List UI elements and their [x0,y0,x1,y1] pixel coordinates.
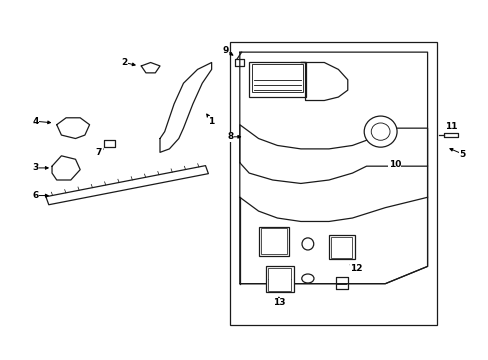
Text: 9: 9 [222,46,228,55]
Ellipse shape [370,123,389,140]
Bar [230,42,436,325]
Bar [265,266,293,292]
Bar [328,235,354,260]
Bar [251,64,303,92]
Bar [331,237,352,258]
Text: 12: 12 [349,264,362,273]
Text: 6: 6 [32,191,39,200]
Bar [249,63,305,97]
Circle shape [301,274,313,283]
Text: 10: 10 [388,160,400,169]
Text: 5: 5 [459,150,465,158]
Bar [267,268,291,291]
Ellipse shape [302,238,313,250]
Text: 13: 13 [273,298,285,307]
Text: 1: 1 [208,117,214,126]
Text: 11: 11 [444,122,456,131]
Text: 7: 7 [96,148,102,157]
Text: 2: 2 [122,58,128,67]
Text: 8: 8 [227,132,233,141]
Text: 4: 4 [32,117,39,126]
Text: 3: 3 [32,163,39,172]
Bar [258,227,288,256]
Bar [261,228,286,254]
Ellipse shape [364,116,396,147]
